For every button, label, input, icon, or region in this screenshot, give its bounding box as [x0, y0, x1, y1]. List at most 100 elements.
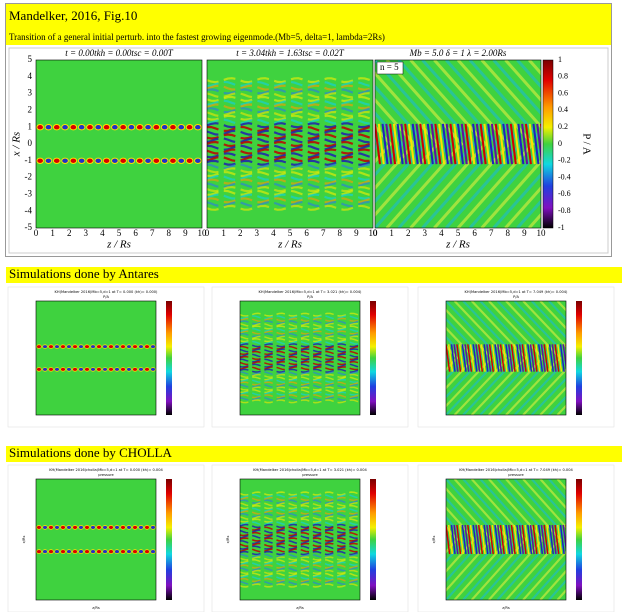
blob — [186, 125, 193, 130]
blob — [85, 525, 90, 529]
blob — [87, 158, 94, 163]
y-tick-label: 3 — [28, 88, 33, 98]
blob — [145, 550, 150, 554]
blob — [109, 525, 114, 529]
blob — [43, 550, 48, 554]
blob — [115, 368, 120, 372]
panel-subtitle: P/A — [103, 295, 109, 299]
blob — [103, 368, 108, 372]
blob — [121, 550, 126, 554]
blob — [97, 550, 102, 554]
blob — [139, 525, 144, 529]
blob — [115, 345, 120, 349]
blob — [55, 550, 60, 554]
blob — [109, 550, 114, 554]
blob — [45, 125, 52, 130]
x-axis-label: z/Rs — [92, 606, 100, 610]
x-tick-label: 9 — [354, 228, 359, 238]
blob — [37, 550, 42, 554]
blob — [37, 368, 42, 372]
y-tick-label: 4 — [28, 71, 33, 81]
blob — [79, 345, 84, 349]
colorbar-tick-label: -1 — [558, 223, 565, 232]
blob — [145, 125, 152, 130]
blob — [112, 125, 119, 130]
panel-subtitle: pressure — [508, 473, 524, 477]
blob — [153, 158, 160, 163]
blob — [45, 158, 52, 163]
blob — [87, 125, 94, 130]
blob — [115, 525, 120, 529]
panel-title: KH(Mandelker 2016)cholla(Mb=5,d=1 at T= … — [459, 468, 573, 472]
blob — [49, 525, 54, 529]
panel-title: KH(Mandelker 2016)cholla(Mb=5,d=1 at T= … — [49, 468, 163, 472]
blob — [120, 158, 127, 163]
panel-title: KH(Mandelker 2016)Mb=5,d=1 at T= 7.049 (… — [465, 290, 569, 294]
blob — [136, 125, 143, 130]
background — [36, 479, 156, 600]
blob — [151, 525, 156, 529]
panel-title: KH(Mandelker 2016)Mb=5,d=1 at T= 0.000 (… — [55, 290, 159, 294]
blob — [55, 525, 60, 529]
x-axis-label: z / Rs — [445, 239, 470, 251]
blob — [170, 158, 177, 163]
blob — [151, 550, 156, 554]
blob — [43, 525, 48, 529]
blob — [62, 125, 69, 130]
colorbar-tick-label: -0.4 — [558, 172, 571, 181]
blob — [55, 345, 60, 349]
blob — [133, 368, 138, 372]
blob — [103, 345, 108, 349]
x-tick-label: 3 — [255, 228, 260, 238]
colorbar — [543, 60, 553, 228]
heatmap — [240, 479, 360, 600]
blob — [43, 345, 48, 349]
blob — [79, 550, 84, 554]
y-tick-label: 2 — [28, 104, 33, 114]
panel-title: KH(Mandelker 2016)Mb=5,d=1 at T= 3.021 (… — [259, 290, 363, 294]
blob — [43, 368, 48, 372]
x-axis-label: z/Rs — [502, 606, 510, 610]
blob — [103, 125, 110, 130]
x-tick-label: 4 — [100, 228, 105, 238]
x-axis-label: z / Rs — [106, 239, 131, 251]
blob — [161, 158, 168, 163]
blob — [67, 345, 72, 349]
blob — [70, 158, 77, 163]
blob — [61, 550, 66, 554]
chevron — [617, 479, 622, 600]
blob — [127, 550, 132, 554]
colorbar — [166, 479, 172, 600]
section-title: Simulations done by Antares — [9, 266, 159, 281]
chevron — [612, 60, 622, 228]
panel-title: t = 0.00tkh = 0.00tsc = 0.00T — [65, 48, 173, 58]
blob — [67, 368, 72, 372]
x-tick-label: 8 — [338, 228, 343, 238]
colorbar-tick-label: 0.6 — [558, 88, 568, 97]
blob — [127, 525, 132, 529]
x-tick-label: 8 — [506, 228, 511, 238]
colorbar-tick-label: -0.6 — [558, 189, 571, 198]
blob — [78, 158, 85, 163]
blob — [79, 525, 84, 529]
blob — [62, 158, 69, 163]
blob — [85, 550, 90, 554]
y-axis-label: x/Rs — [226, 536, 230, 544]
heatmap — [36, 60, 202, 228]
blob — [195, 158, 202, 163]
blob — [61, 525, 66, 529]
colorbar — [576, 479, 582, 600]
panel-subtitle: pressure — [302, 473, 318, 477]
blob — [97, 368, 102, 372]
blob — [67, 525, 72, 529]
blob — [128, 125, 135, 130]
y-axis-label: x / Rs — [11, 132, 23, 157]
x-tick-label: 2 — [406, 228, 411, 238]
caption: Transition of a general initial perturb.… — [9, 32, 385, 42]
blob — [37, 345, 42, 349]
x-tick-label: 6 — [133, 228, 138, 238]
colorbar — [370, 301, 376, 415]
section-title: Mandelker, 2016, Fig.10 — [9, 8, 137, 23]
x-tick-label: 10 — [537, 228, 547, 238]
blob — [95, 158, 102, 163]
